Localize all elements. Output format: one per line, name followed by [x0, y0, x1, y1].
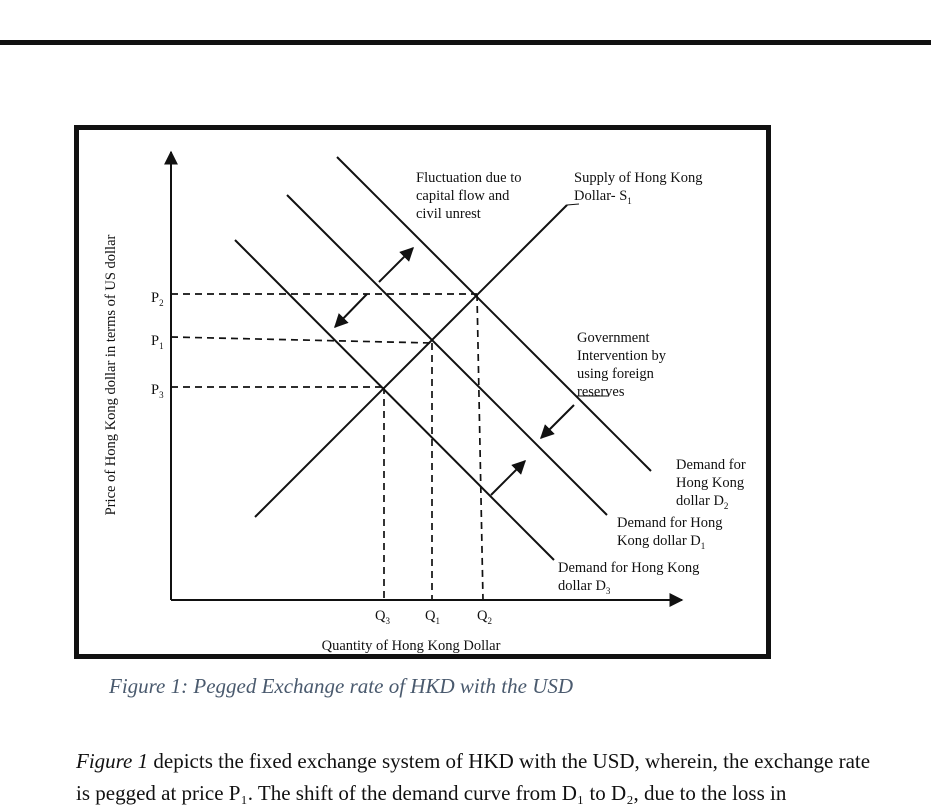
fluctuation-note-line-1: Fluctuation due to — [416, 170, 522, 186]
demand-d1-label-line-1: Demand for Hong — [617, 515, 723, 531]
intervention-note-line-2: Intervention by — [577, 348, 667, 364]
intervention-note-line-3: using foreign — [577, 366, 655, 382]
q2-guide — [476, 293, 484, 601]
body-paragraph: Figure 1 depicts the fixed exchange syst… — [76, 745, 876, 809]
demand-d3-label-line-2: dollar D3 — [558, 578, 611, 596]
intervention-note-line-1: Government — [577, 330, 649, 346]
price-label-p3: P3 — [151, 382, 164, 400]
quantity-label-q2: Q2 — [477, 608, 492, 626]
demand-curve-d3 — [234, 239, 555, 561]
intervention-note-line-4: reserves — [577, 384, 625, 400]
demand-curve-d2 — [336, 156, 652, 472]
supply-curve-s1 — [254, 204, 568, 518]
shift-down-arrow-left — [334, 293, 368, 329]
demand-d1-label-line-2: Kong dollar D1 — [617, 533, 705, 551]
fluctuation-note-line-2: capital flow and — [416, 188, 510, 204]
figure-caption: Figure 1: Pegged Exchange rate of HKD wi… — [109, 674, 574, 698]
demand-curve-d1 — [286, 194, 608, 516]
demand-d2-label-line-1: Demand for — [676, 457, 746, 473]
p1-guide — [170, 336, 433, 344]
supply-label-line-1: Supply of Hong Kong — [574, 170, 703, 186]
quantity-label-q3: Q3 — [375, 608, 390, 626]
demand-d2-label-line-2: Hong Kong — [676, 475, 744, 491]
y-axis-title: Price of Hong Kong dollar in terms of US… — [103, 234, 119, 515]
top-rule — [0, 40, 931, 45]
shift-up-arrow-left — [378, 247, 414, 283]
paragraph-text: depicts the fixed exchange system of HKD… — [76, 749, 871, 805]
x-axis-title: Quantity of Hong Kong Dollar — [322, 638, 501, 654]
price-label-p1: P1 — [151, 333, 164, 351]
demand-d3-label-line-1: Demand for Hong Kong — [558, 560, 699, 576]
fluctuation-note-line-3: civil unrest — [416, 206, 481, 222]
shift-up-arrow-right — [490, 460, 526, 496]
supply-label-leader — [566, 203, 580, 206]
figure-frame: P2 P1 P3 Q3 Q1 Q2 Quantity of Hong Kong … — [74, 125, 771, 659]
quantity-label-q1: Q1 — [425, 608, 440, 626]
supply-demand-diagram: P2 P1 P3 Q3 Q1 Q2 Quantity of Hong Kong … — [103, 150, 746, 654]
demand-d2-label-line-3: dollar D2 — [676, 493, 728, 511]
intervention-arrow — [540, 404, 575, 439]
supply-label-line-2: Dollar- S1 — [574, 188, 632, 206]
figure-reference: Figure 1 — [76, 749, 149, 773]
price-label-p2: P2 — [151, 290, 164, 308]
